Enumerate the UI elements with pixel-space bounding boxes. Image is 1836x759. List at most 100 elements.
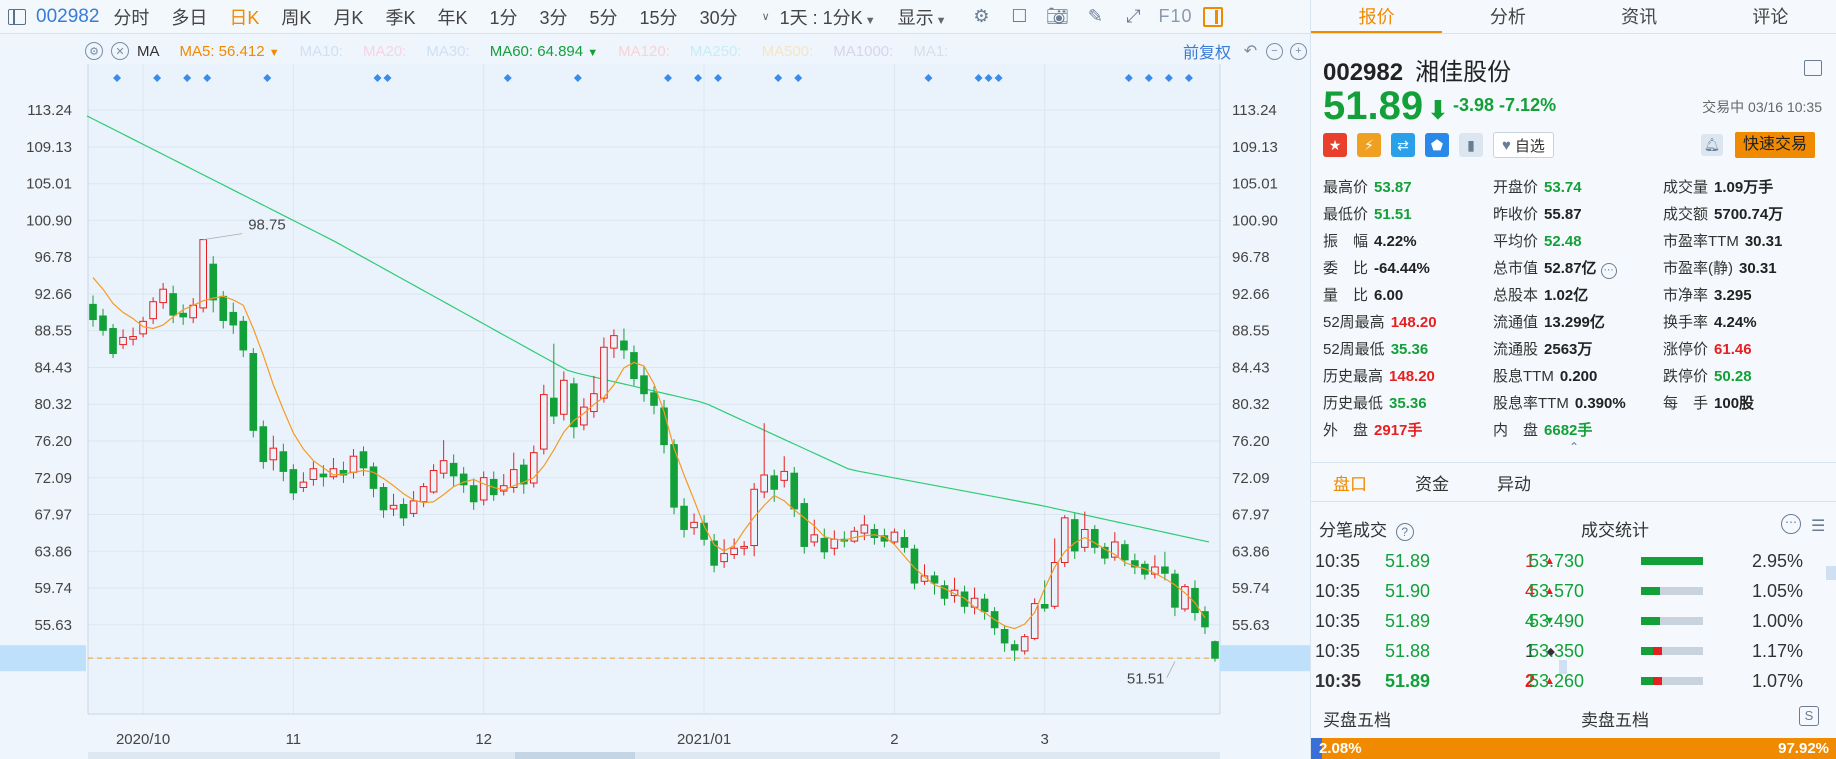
event-marker-icon[interactable] bbox=[373, 74, 382, 82]
candle-body[interactable] bbox=[1070, 519, 1079, 552]
candle-body[interactable] bbox=[299, 481, 308, 488]
candle-body[interactable] bbox=[229, 311, 238, 326]
event-marker-icon[interactable] bbox=[1144, 74, 1153, 82]
candle-body[interactable] bbox=[660, 407, 668, 446]
candle-body[interactable] bbox=[900, 537, 909, 548]
candle-body[interactable] bbox=[449, 462, 458, 477]
ma1000-label[interactable]: MA1000: bbox=[833, 42, 894, 60]
candle-body[interactable] bbox=[570, 383, 578, 428]
bookmark-icon[interactable]: ▮ bbox=[1459, 133, 1483, 157]
period-tab[interactable]: 15分 bbox=[639, 7, 678, 28]
candle-body[interactable] bbox=[760, 474, 769, 493]
candle-body[interactable] bbox=[399, 503, 408, 519]
lightning-icon[interactable]: ⚡ bbox=[1357, 133, 1381, 157]
candle-body[interactable] bbox=[1020, 636, 1029, 652]
event-marker-icon[interactable] bbox=[573, 74, 582, 82]
candle-body[interactable] bbox=[820, 537, 829, 553]
candle-body[interactable] bbox=[950, 589, 959, 597]
quote-tab[interactable]: 评论 bbox=[1752, 7, 1789, 27]
candle-body[interactable] bbox=[519, 464, 528, 485]
candle-body[interactable] bbox=[620, 340, 628, 351]
candle-body[interactable] bbox=[940, 585, 949, 599]
candle-body[interactable] bbox=[1090, 528, 1099, 548]
candle-body[interactable] bbox=[109, 327, 117, 355]
event-marker-icon[interactable] bbox=[503, 74, 512, 82]
undo-icon[interactable]: ↶ bbox=[1243, 43, 1258, 60]
chart-scrollbar-thumb[interactable] bbox=[515, 752, 635, 759]
quote-tab[interactable]: 分析 bbox=[1489, 7, 1526, 27]
candle-body[interactable] bbox=[1181, 586, 1189, 610]
ma250-label[interactable]: MA250: bbox=[689, 42, 742, 60]
candle-body[interactable] bbox=[1030, 603, 1039, 639]
event-marker-icon[interactable] bbox=[924, 74, 933, 82]
candle-body[interactable] bbox=[429, 470, 438, 493]
candle-body[interactable] bbox=[269, 447, 278, 461]
settings-gear-icon[interactable]: ⚙ bbox=[85, 42, 103, 60]
candle-body[interactable] bbox=[1040, 604, 1049, 609]
settings-gear-icon[interactable]: ⚙ bbox=[973, 6, 990, 26]
event-marker-icon[interactable] bbox=[263, 74, 272, 82]
candle-body[interactable] bbox=[209, 263, 218, 301]
chevron-up-icon[interactable]: ⌃ bbox=[1569, 440, 1580, 454]
period-tab[interactable]: 多日 bbox=[171, 7, 208, 28]
detail-tab[interactable]: 资金 bbox=[1415, 474, 1449, 494]
event-marker-icon[interactable] bbox=[183, 74, 192, 82]
candle-body[interactable] bbox=[1121, 544, 1129, 561]
camera-icon[interactable]: 📷︎ bbox=[1046, 6, 1069, 26]
candle-body[interactable] bbox=[1080, 528, 1089, 548]
ma5-label[interactable]: MA5: 56.412 ▼ bbox=[179, 42, 280, 60]
candle-body[interactable] bbox=[159, 288, 167, 304]
candle-body[interactable] bbox=[359, 451, 368, 469]
candle-body[interactable] bbox=[880, 535, 889, 542]
event-marker-icon[interactable] bbox=[774, 74, 783, 82]
period-tab[interactable]: 月K bbox=[333, 7, 364, 28]
zoom-out-icon[interactable]: − bbox=[1266, 42, 1283, 60]
candle-body[interactable] bbox=[89, 303, 97, 321]
candle-body[interactable] bbox=[529, 452, 538, 484]
range-dropdown[interactable]: 1天 : 1分K ▼ bbox=[779, 7, 876, 28]
candle-body[interactable] bbox=[980, 598, 989, 613]
candle-body[interactable] bbox=[219, 295, 228, 321]
candle-body[interactable] bbox=[459, 473, 468, 486]
candle-body[interactable] bbox=[810, 534, 819, 543]
candle-body[interactable] bbox=[1171, 573, 1179, 608]
ma60-label[interactable]: MA60: 64.894 ▼ bbox=[489, 42, 599, 60]
pencil-icon[interactable]: ✎ bbox=[1087, 6, 1104, 26]
candle-body[interactable] bbox=[419, 486, 428, 503]
candle-body[interactable] bbox=[770, 475, 779, 490]
scrollbar[interactable] bbox=[1559, 660, 1567, 674]
chart-scrollbar[interactable] bbox=[88, 752, 1220, 759]
candle-body[interactable] bbox=[670, 444, 678, 508]
candle-body[interactable] bbox=[560, 379, 568, 415]
candle-body[interactable] bbox=[469, 485, 478, 503]
candle-body[interactable] bbox=[289, 469, 298, 494]
candle-body[interactable] bbox=[259, 426, 268, 463]
candle-body[interactable] bbox=[379, 486, 388, 511]
candle-body[interactable] bbox=[740, 545, 748, 549]
more-icon[interactable]: ⋯ bbox=[1600, 263, 1617, 279]
candle-body[interactable] bbox=[710, 540, 718, 566]
candle-body[interactable] bbox=[1131, 560, 1139, 568]
candle-body[interactable] bbox=[1191, 587, 1199, 614]
candle-body[interactable] bbox=[1111, 541, 1119, 558]
f10-button[interactable]: F10 bbox=[1158, 6, 1193, 26]
candle-body[interactable] bbox=[479, 477, 488, 501]
event-marker-icon[interactable] bbox=[984, 74, 993, 82]
event-marker-icon[interactable] bbox=[994, 74, 1003, 82]
candle-body[interactable] bbox=[1161, 566, 1169, 574]
sidebar-toggle-icon[interactable] bbox=[8, 8, 26, 25]
candle-body[interactable] bbox=[920, 575, 929, 582]
candle-body[interactable] bbox=[169, 293, 177, 316]
candle-body[interactable] bbox=[1151, 566, 1159, 575]
help-icon[interactable]: ? bbox=[1395, 523, 1414, 541]
candle-body[interactable] bbox=[199, 239, 208, 309]
candle-body[interactable] bbox=[830, 538, 839, 549]
candle-body[interactable] bbox=[720, 553, 728, 563]
candle-body[interactable] bbox=[509, 469, 518, 488]
candle-body[interactable] bbox=[870, 528, 879, 539]
candle-body[interactable] bbox=[239, 320, 248, 351]
candle-body[interactable] bbox=[119, 336, 127, 346]
candle-body[interactable] bbox=[630, 352, 638, 380]
period-tab[interactable]: 3分 bbox=[539, 7, 568, 28]
period-tab[interactable]: 年K bbox=[437, 7, 468, 28]
